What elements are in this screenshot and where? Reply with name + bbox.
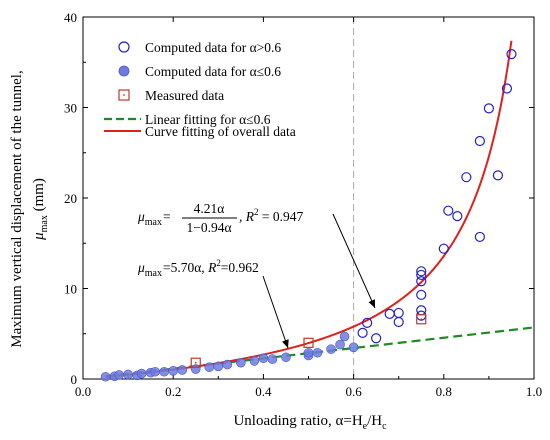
series-0-point-3: [384, 308, 395, 319]
series-1-point-11: [190, 364, 201, 374]
series-0-point-20: [501, 83, 513, 94]
annotation-curve-numerator: 4.21α: [194, 201, 225, 216]
annotation-curve-arrow: [332, 213, 376, 309]
series-0-point-16: [474, 231, 485, 243]
series-2-point-0-center: [194, 361, 197, 364]
legend-item-computed-low: Computed data for α≤0.6: [118, 64, 281, 79]
series-0-point-12: [438, 243, 449, 254]
series-0-point-15: [461, 172, 472, 183]
x-tick-label-5: 1.0: [526, 384, 542, 399]
x-tick-label-2: 0.4: [255, 384, 272, 399]
series-0-point-10: [416, 305, 427, 316]
series-0-point-9: [416, 289, 427, 300]
series-0-point-21: [506, 49, 517, 60]
y-tick-label-3: 30: [64, 101, 77, 116]
plot-area: 0.0 0.2 0.4 0.6 0.8 1.0 0 10 20 30 40: [64, 10, 542, 399]
series-2-point-1-center: [307, 341, 310, 344]
series-1-point-10: [177, 365, 188, 375]
y-tick-label-2: 20: [64, 191, 77, 206]
series-0-point-2: [371, 333, 382, 344]
annotation-linear-fit: μmax=5.70α, R2=0.962: [137, 258, 289, 349]
series-1-point-26: [348, 342, 359, 353]
series-0-point-17: [474, 135, 485, 147]
series-2-point-2-center: [420, 318, 423, 321]
series-1-point-19: [281, 352, 291, 363]
series-1-point-0: [100, 371, 111, 382]
series-0-point-7: [416, 269, 427, 281]
legend-label-computed-high: Computed data for α>0.6: [145, 40, 281, 55]
annotation-curve-denominator: 1−0.94α: [186, 220, 231, 235]
x-axis-label: Unloading ratio, α=He/Hc: [233, 413, 387, 432]
series-0-point-14: [452, 211, 463, 222]
legend-label-measured: Measured data: [145, 88, 224, 103]
series-0-point-0: [357, 327, 368, 338]
annotation-curve-arrowhead: [368, 299, 375, 308]
y-tick-label-4: 40: [64, 10, 77, 25]
series-1-point-9: [168, 366, 178, 376]
y-axis-label-line2: μmax (mm): [31, 178, 50, 241]
y-tick-label-1: 10: [64, 282, 77, 297]
series-0-point-8: [416, 276, 427, 287]
series-2-point-1: [303, 337, 314, 348]
series-1-point-2: [114, 370, 124, 380]
legend-item-computed-high: Computed data for α>0.6: [118, 40, 281, 55]
series-1-point-23: [326, 344, 336, 354]
series-1-point-14: [222, 359, 233, 370]
series-1-point-15: [236, 357, 246, 368]
series-0-point-6: [416, 266, 427, 277]
legend-item-linear-fit: Linear fitting for α≤0.6: [104, 112, 271, 127]
y-axis-label: Maximum vertical displacement of the tun…: [9, 70, 25, 347]
annotation-linear-arrow: [262, 275, 289, 349]
series-1-point-16: [249, 356, 260, 366]
annotation-curve-fit: μmax= 4.21α 1−0.94α , R2 = 0.947: [137, 201, 376, 309]
y-tick-label-0: 0: [71, 372, 78, 387]
series-0-point-19: [492, 170, 504, 181]
series-1-point-21: [303, 347, 314, 358]
annotation-curve-lhs: μmax=: [137, 209, 171, 228]
legend-label-computed-low: Computed data for α≤0.6: [145, 64, 281, 79]
x-tick-label-1: 0.2: [165, 384, 181, 399]
series-1-point-5: [136, 368, 147, 379]
legend-item-measured: Measured data: [118, 88, 224, 103]
annotation-linear-text: μmax=5.70α, R2=0.962: [137, 258, 259, 279]
annotation-curve-r2: , R2 = 0.947: [239, 207, 303, 224]
x-tick-label-0: 0.0: [75, 384, 91, 399]
series-0-point-18: [483, 103, 494, 114]
series-1-point-25: [339, 331, 350, 342]
series-1-point-13: [213, 361, 224, 372]
series-0-point-5: [393, 316, 404, 328]
series-1-point-7: [150, 366, 160, 377]
series-1-point-8: [159, 366, 169, 377]
series-1-point-18: [267, 354, 278, 364]
legend-item-curve-fit: Curve fitting of overall data: [104, 124, 296, 139]
legend-label-curve-fit: Curve fitting of overall data: [145, 124, 296, 139]
x-tick-label-4: 0.8: [436, 384, 452, 399]
series-1-point-22: [312, 347, 323, 358]
legend: Computed data for α>0.6 Computed data fo…: [104, 40, 296, 139]
series-1-point-24: [335, 339, 345, 350]
series-1-point-12: [204, 362, 215, 373]
legend-label-linear-fit: Linear fitting for α≤0.6: [145, 112, 271, 127]
series-0-point-1: [362, 317, 373, 328]
x-tick-label-3: 0.6: [345, 384, 362, 399]
series-0-point-4: [393, 307, 404, 319]
series-2-point-0: [190, 357, 201, 368]
series-1-point-3: [123, 369, 133, 380]
annotation-linear-arrowhead: [282, 339, 289, 348]
series-1-point-17: [258, 353, 269, 363]
series-2-point-2: [416, 314, 427, 325]
series-0-point-13: [443, 205, 454, 216]
